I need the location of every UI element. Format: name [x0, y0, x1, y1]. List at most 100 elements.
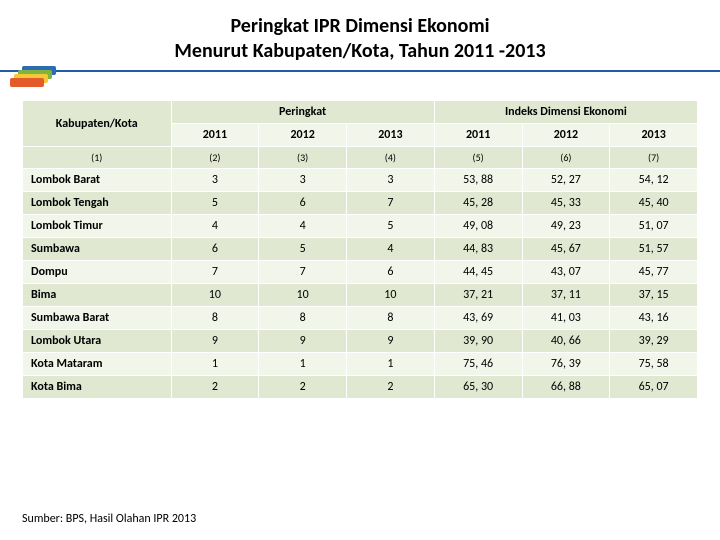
cell-value: 6	[347, 261, 435, 284]
cell-value: 8	[171, 307, 259, 330]
cell-value: 41, 03	[522, 307, 610, 330]
cell-value: 3	[259, 169, 347, 192]
table-row: Lombok Timur44549, 0849, 2351, 07	[23, 215, 698, 238]
table-row: Kota Mataram11175, 4676, 3975, 58	[23, 353, 698, 376]
row-label: Lombok Tengah	[23, 192, 172, 215]
divider-line	[0, 70, 720, 72]
column-note-row: (1) (2) (3) (4) (5) (6) (7)	[23, 147, 698, 169]
cell-value: 5	[259, 238, 347, 261]
colnote: (1)	[23, 147, 172, 169]
cell-value: 3	[347, 169, 435, 192]
cell-value: 75, 46	[434, 353, 522, 376]
cell-value: 45, 33	[522, 192, 610, 215]
cell-value: 75, 58	[610, 353, 698, 376]
cell-value: 40, 66	[522, 330, 610, 353]
cell-value: 44, 83	[434, 238, 522, 261]
row-label: Dompu	[23, 261, 172, 284]
cell-value: 54, 12	[610, 169, 698, 192]
cell-value: 43, 69	[434, 307, 522, 330]
cell-value: 6	[259, 192, 347, 215]
cell-value: 44, 45	[434, 261, 522, 284]
cell-value: 10	[259, 284, 347, 307]
cell-value: 8	[259, 307, 347, 330]
cell-value: 49, 23	[522, 215, 610, 238]
cell-value: 49, 08	[434, 215, 522, 238]
cell-value: 45, 67	[522, 238, 610, 261]
title-line-1: Peringkat IPR Dimensi Ekonomi	[230, 14, 489, 38]
cell-value: 3	[171, 169, 259, 192]
yr-2012b: 2012	[522, 124, 610, 147]
yr-2013a: 2013	[347, 124, 435, 147]
table-row: Kota Bima22265, 3066, 8865, 07	[23, 376, 698, 399]
row-label: Kota Bima	[23, 376, 172, 399]
table-row: Sumbawa Barat88843, 6941, 0343, 16	[23, 307, 698, 330]
cell-value: 5	[347, 215, 435, 238]
data-table-container: Kabupaten/Kota Peringkat Indeks Dimensi …	[22, 100, 698, 399]
row-label: Lombok Utara	[23, 330, 172, 353]
colnote: (2)	[171, 147, 259, 169]
cell-value: 7	[347, 192, 435, 215]
cell-value: 76, 39	[522, 353, 610, 376]
table-row: Lombok Barat33353, 8852, 2754, 12	[23, 169, 698, 192]
cell-value: 43, 07	[522, 261, 610, 284]
colnote: (6)	[522, 147, 610, 169]
cell-value: 6	[171, 238, 259, 261]
colnote: (4)	[347, 147, 435, 169]
yr-2013b: 2013	[610, 124, 698, 147]
cell-value: 10	[171, 284, 259, 307]
cell-value: 37, 15	[610, 284, 698, 307]
cell-value: 2	[347, 376, 435, 399]
col-region: Kabupaten/Kota	[23, 101, 172, 147]
row-label: Lombok Timur	[23, 215, 172, 238]
col-group-index: Indeks Dimensi Ekonomi	[434, 101, 697, 124]
cell-value: 66, 88	[522, 376, 610, 399]
cell-value: 45, 40	[610, 192, 698, 215]
cell-value: 1	[171, 353, 259, 376]
row-label: Lombok Barat	[23, 169, 172, 192]
yr-2011a: 2011	[171, 124, 259, 147]
cell-value: 65, 07	[610, 376, 698, 399]
cell-value: 65, 30	[434, 376, 522, 399]
ipr-table: Kabupaten/Kota Peringkat Indeks Dimensi …	[22, 100, 698, 399]
cell-value: 2	[259, 376, 347, 399]
cell-value: 39, 29	[610, 330, 698, 353]
table-row: Bima10101037, 2137, 1137, 15	[23, 284, 698, 307]
col-group-rank: Peringkat	[171, 101, 434, 124]
colnote: (3)	[259, 147, 347, 169]
cell-value: 43, 16	[610, 307, 698, 330]
table-row: Sumbawa65444, 8345, 6751, 57	[23, 238, 698, 261]
row-label: Bima	[23, 284, 172, 307]
cell-value: 5	[171, 192, 259, 215]
cell-value: 51, 07	[610, 215, 698, 238]
cell-value: 53, 88	[434, 169, 522, 192]
cell-value: 8	[347, 307, 435, 330]
cell-value: 4	[347, 238, 435, 261]
logo-blocks	[12, 66, 56, 86]
cell-value: 2	[171, 376, 259, 399]
row-label: Sumbawa Barat	[23, 307, 172, 330]
yr-2012a: 2012	[259, 124, 347, 147]
cell-value: 45, 28	[434, 192, 522, 215]
cell-value: 9	[259, 330, 347, 353]
yr-2011b: 2011	[434, 124, 522, 147]
colnote: (5)	[434, 147, 522, 169]
row-label: Sumbawa	[23, 238, 172, 261]
cell-value: 4	[171, 215, 259, 238]
row-label: Kota Mataram	[23, 353, 172, 376]
cell-value: 37, 11	[522, 284, 610, 307]
table-row: Lombok Utara99939, 9040, 6639, 29	[23, 330, 698, 353]
source-note: Sumber: BPS, Hasil Olahan IPR 2013	[22, 512, 196, 526]
page-title: Peringkat IPR Dimensi Ekonomi Menurut Ka…	[0, 0, 720, 64]
cell-value: 51, 57	[610, 238, 698, 261]
table-body: (1) (2) (3) (4) (5) (6) (7) Lombok Barat…	[23, 147, 698, 399]
cell-value: 1	[347, 353, 435, 376]
cell-value: 4	[259, 215, 347, 238]
cell-value: 9	[171, 330, 259, 353]
table-row: Lombok Tengah56745, 2845, 3345, 40	[23, 192, 698, 215]
cell-value: 1	[259, 353, 347, 376]
cell-value: 7	[259, 261, 347, 284]
header-divider	[0, 66, 720, 90]
cell-value: 37, 21	[434, 284, 522, 307]
table-row: Dompu77644, 4543, 0745, 77	[23, 261, 698, 284]
cell-value: 10	[347, 284, 435, 307]
